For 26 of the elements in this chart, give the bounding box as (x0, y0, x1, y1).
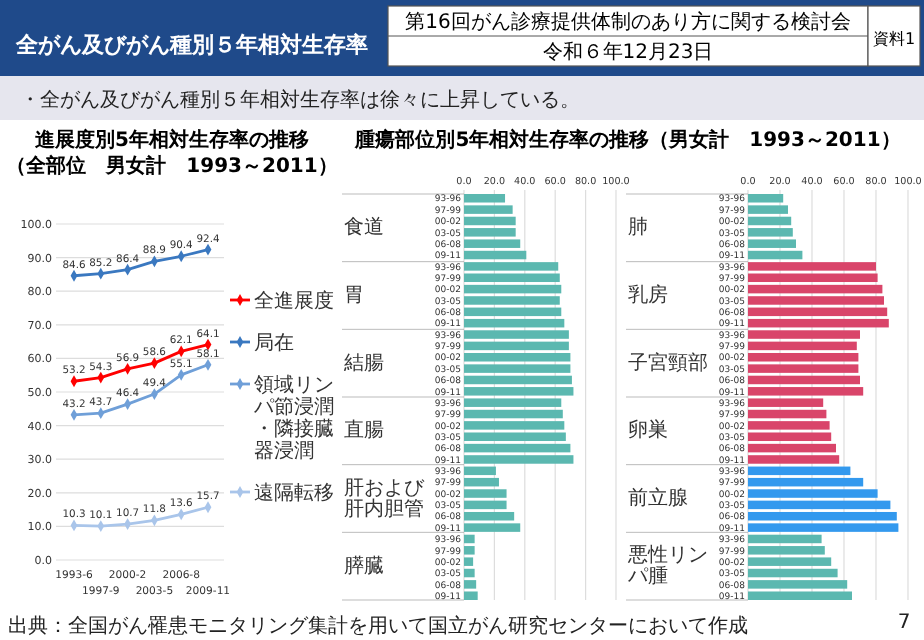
text: 肺 (628, 215, 648, 240)
text: 胃 (344, 285, 364, 307)
text: 令和６年12月23日 (542, 40, 714, 64)
text: 7 (897, 612, 911, 634)
legend-label: 領域リンパ節浸潤・隣接臓器浸潤 (252, 373, 334, 463)
text: 全がん及びがん種別５年相対生存率 (14, 32, 368, 58)
text: ・全がん及びがん種別５年相対生存率は徐々に上昇している。 (20, 88, 580, 112)
text: 膵臓 (344, 553, 384, 578)
chart-subtitle: （全部位 男女計 1993～2011） (6, 154, 338, 178)
text: 前立腺 (628, 486, 688, 510)
text: 悪性リンパ腫 (626, 543, 708, 589)
text: 乳房 (628, 283, 668, 307)
legend-label: 局在 (254, 331, 294, 355)
chart-title: 進展度別5年相対生存率の推移 (33, 128, 309, 152)
text: 食道 (344, 215, 384, 240)
text: 結腸 (342, 352, 384, 375)
legend-label: 全進展度 (254, 289, 334, 313)
text: 直腸 (344, 418, 384, 443)
text: 肝および肝内胆管 (344, 477, 426, 521)
source-note: 出典：全国がん罹患モニタリング集計を用いて国立がん研究センターにおいて作成 (8, 614, 748, 638)
text: 資料1 (872, 30, 916, 48)
chart-title: 腫瘍部位別5年相対生存率の推移（男女計 1993～2011） (353, 128, 901, 152)
legend-label: 遠隔転移 (254, 481, 334, 505)
text: 第16回がん診療提供体制のあり方に関する検討会 (405, 10, 851, 34)
text: 子宮頸部 (628, 350, 708, 375)
text: 卵巣 (628, 418, 668, 443)
